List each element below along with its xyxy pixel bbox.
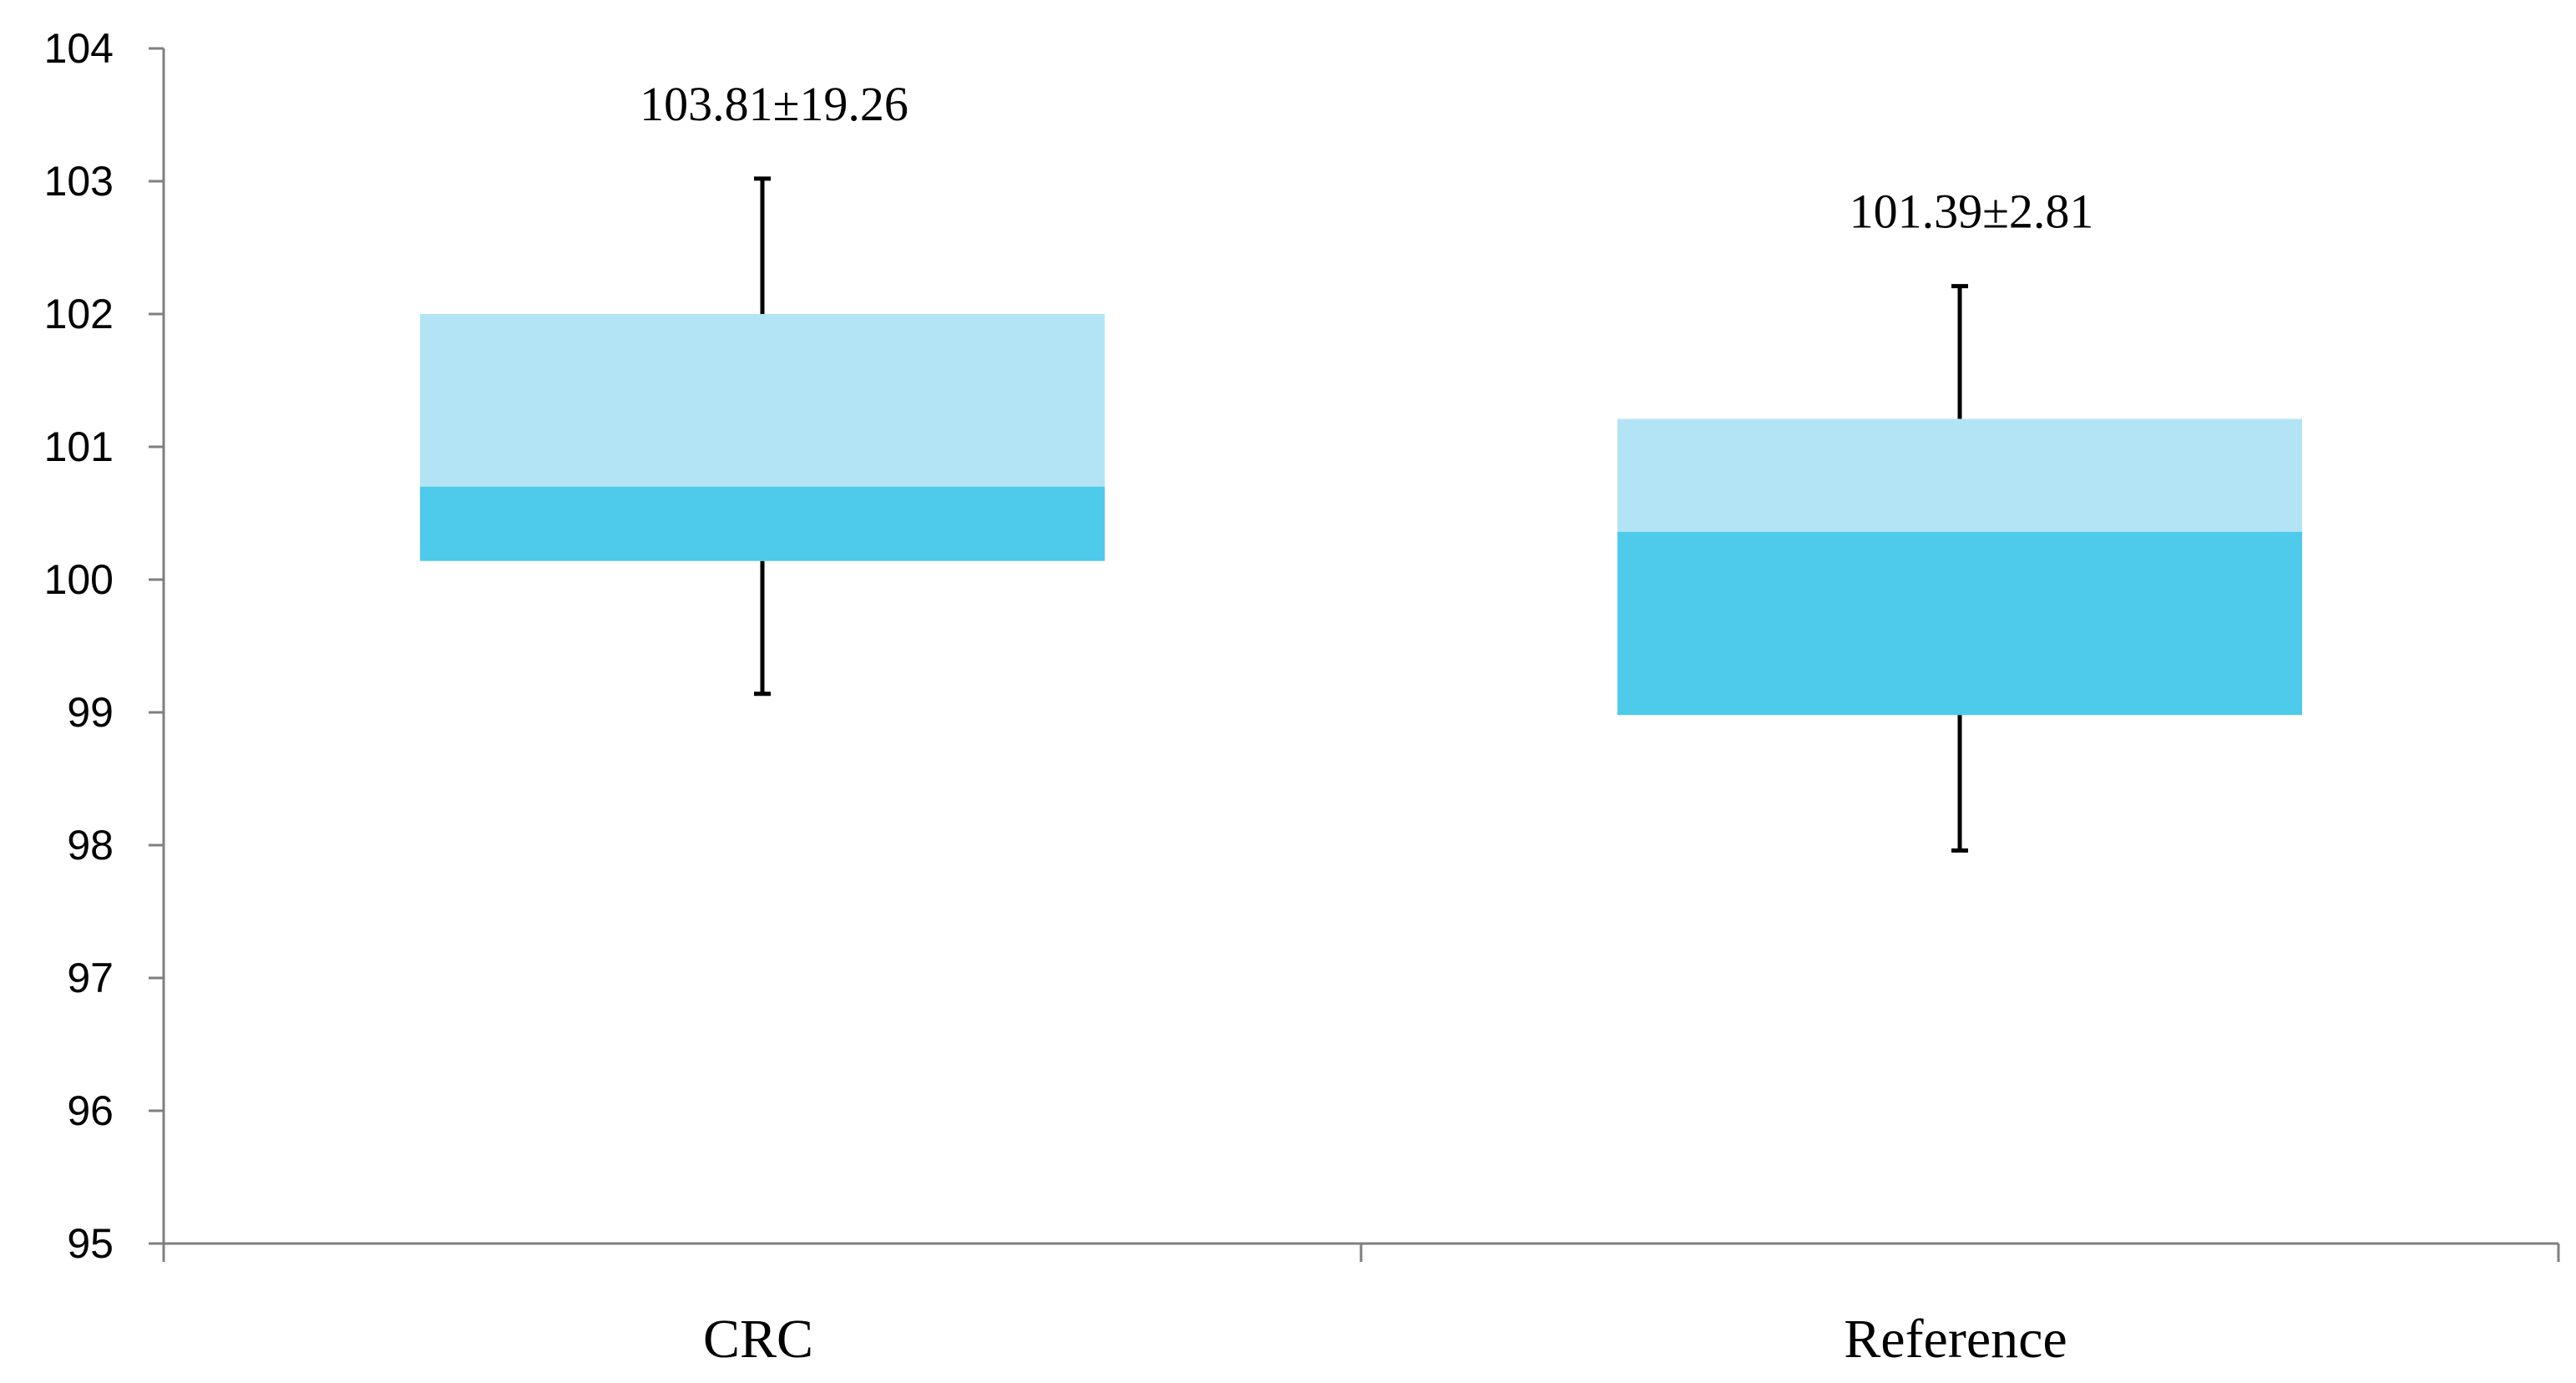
box-annotation: 103.81±19.26 bbox=[640, 77, 908, 131]
y-tick-label: 102 bbox=[44, 291, 114, 337]
y-tick-label: 103 bbox=[44, 158, 114, 205]
y-axis-ticks: 95 96 97 98 99 100 101 102 103 104 bbox=[44, 25, 164, 1267]
boxes: 103.81±19.26 101.39±2.81 bbox=[420, 77, 2302, 853]
y-tick-label: 100 bbox=[44, 556, 114, 603]
y-tick-label: 99 bbox=[67, 689, 114, 736]
lower-box bbox=[1617, 531, 2302, 716]
axes bbox=[162, 48, 2560, 1262]
category-labels: CRC Reference bbox=[703, 1309, 2067, 1370]
box-crc: 103.81±19.26 bbox=[420, 77, 1105, 697]
upper-box bbox=[1617, 418, 2302, 532]
category-label: CRC bbox=[703, 1309, 813, 1370]
y-tick-label: 104 bbox=[44, 25, 114, 72]
y-tick-label: 98 bbox=[67, 822, 114, 869]
y-tick-label: 95 bbox=[67, 1220, 114, 1267]
lower-box bbox=[420, 486, 1105, 561]
upper-box bbox=[420, 314, 1105, 487]
y-tick-label: 101 bbox=[44, 423, 114, 470]
box-reference: 101.39±2.81 bbox=[1617, 185, 2302, 853]
y-tick-label: 97 bbox=[67, 955, 114, 1001]
box-annotation: 101.39±2.81 bbox=[1850, 185, 2094, 239]
y-tick-label: 96 bbox=[67, 1087, 114, 1134]
category-label: Reference bbox=[1844, 1309, 2067, 1370]
